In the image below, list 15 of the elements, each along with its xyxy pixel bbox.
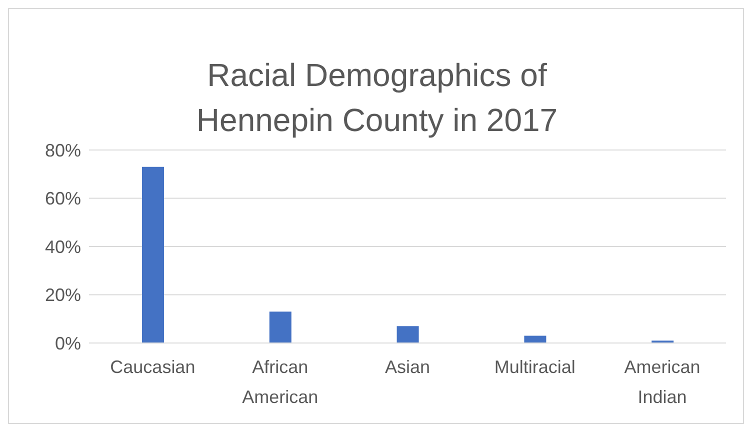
y-tick-label: 20% bbox=[44, 285, 81, 306]
y-tick-label: 80% bbox=[44, 140, 81, 160]
y-tick-label: 0% bbox=[54, 333, 81, 354]
x-tick-label: Asian bbox=[384, 357, 430, 377]
x-tick-label: American Indian bbox=[624, 357, 700, 407]
y-tick-label: 60% bbox=[44, 188, 81, 209]
bar bbox=[524, 336, 546, 343]
x-tick-label: Multiracial bbox=[494, 357, 576, 377]
bar bbox=[396, 326, 419, 343]
y-tick-label: 40% bbox=[44, 236, 81, 257]
bar bbox=[142, 166, 164, 343]
x-tick-label: African American bbox=[242, 357, 318, 407]
bar bbox=[269, 312, 292, 343]
x-tick-label: Caucasian bbox=[110, 357, 196, 377]
chart-title: Racial Demographics of Hennepin County in 2017 bbox=[195, 56, 559, 140]
